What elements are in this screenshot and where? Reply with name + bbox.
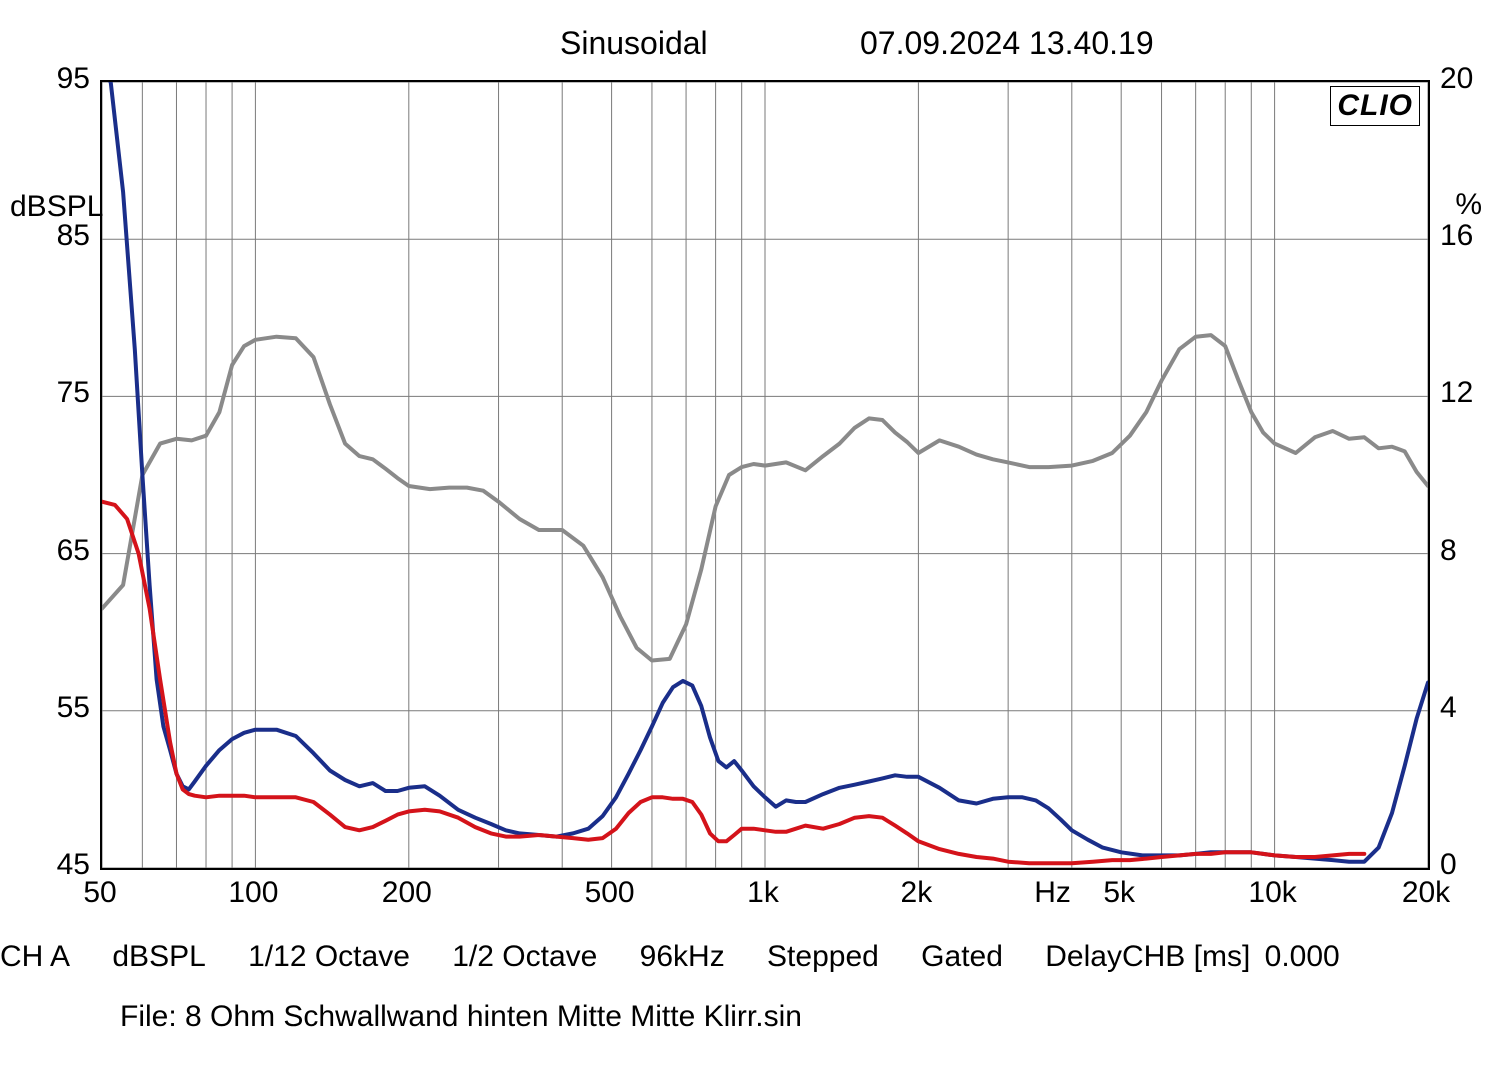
y-right-tick-label: 20	[1440, 62, 1500, 96]
footer-delay-val: 0.000	[1265, 940, 1340, 973]
x-tick-label: 5k	[1089, 876, 1149, 910]
x-tick-label: 1k	[733, 876, 793, 910]
x-tick-label: 20k	[1396, 876, 1456, 910]
y-right-tick-label: 8	[1440, 534, 1500, 568]
plot-area: CLIO	[100, 80, 1430, 870]
footer-ch: CH A	[0, 940, 70, 973]
page: Sinusoidal 07.09.2024 13.40.19 CLIO dBSP…	[0, 0, 1500, 1074]
chart-header: Sinusoidal 07.09.2024 13.40.19	[0, 10, 1500, 70]
footer-unit: dBSPL	[112, 940, 205, 973]
y-left-tick-label: 85	[20, 219, 90, 253]
footer-file-name: 8 Ohm Schwallwand hinten Mitte Mitte Kli…	[185, 1000, 802, 1033]
x-tick-label: 50	[70, 876, 130, 910]
footer-line-2: File: 8 Ohm Schwallwand hinten Mitte Mit…	[120, 1000, 802, 1034]
series-thd-red	[102, 502, 1364, 864]
footer-file-label: File:	[120, 1000, 177, 1033]
y-right-title: %	[1455, 188, 1482, 222]
footer-line-1: CH A dBSPL 1/12 Octave 1/2 Octave 96kHz …	[0, 940, 1500, 974]
x-axis-unit-label: Hz	[1034, 876, 1071, 910]
footer-smooth1: 1/12 Octave	[248, 940, 410, 973]
x-tick-label: 200	[377, 876, 437, 910]
plot-svg	[102, 82, 1428, 868]
x-tick-label: 2k	[886, 876, 946, 910]
x-tick-label: 500	[580, 876, 640, 910]
y-left-tick-label: 75	[20, 376, 90, 410]
y-right-tick-label: 12	[1440, 376, 1500, 410]
y-left-tick-label: 65	[20, 534, 90, 568]
grid	[102, 82, 1428, 868]
plot-container: CLIO dBSPL % 455565758595048121620501002…	[100, 80, 1430, 870]
footer-smooth2: 1/2 Octave	[452, 940, 597, 973]
y-right-tick-label: 4	[1440, 691, 1500, 725]
chart-title: Sinusoidal	[560, 25, 708, 62]
chart-timestamp: 07.09.2024 13.40.19	[860, 25, 1154, 62]
clio-badge: CLIO	[1330, 86, 1420, 126]
x-tick-label: 10k	[1243, 876, 1303, 910]
footer-fs: 96kHz	[640, 940, 725, 973]
footer-mode: Stepped	[767, 940, 879, 973]
x-tick-label: 100	[223, 876, 283, 910]
y-left-tick-label: 95	[20, 62, 90, 96]
y-left-tick-label: 55	[20, 691, 90, 725]
y-right-tick-label: 16	[1440, 219, 1500, 253]
footer-gated: Gated	[921, 940, 1003, 973]
footer-delay-lbl: DelayCHB [ms]	[1045, 940, 1250, 973]
